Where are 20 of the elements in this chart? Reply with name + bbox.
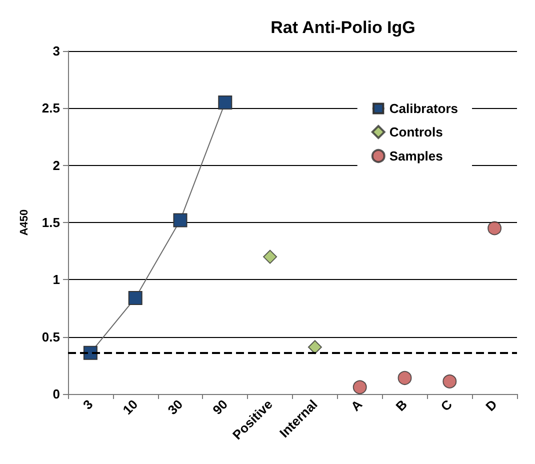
x-tick-label: 90 [210, 396, 230, 418]
chart-title: Rat Anti-Polio IgG [270, 18, 416, 37]
y-tick-label: 2.5 [42, 100, 60, 116]
x-tick-label: B [392, 396, 410, 414]
y-axis-title: A450 [18, 209, 30, 236]
y-tick-label: 0.5 [42, 329, 60, 344]
y-tick-label: 1 [52, 272, 60, 288]
x-tick-label: 30 [164, 396, 186, 418]
legend-label: Controls [389, 124, 443, 140]
x-tick-label: 10 [120, 396, 141, 418]
x-tick-label: D [482, 396, 500, 414]
y-tick-label: 1.5 [42, 215, 60, 230]
x-tick-label: 3 [80, 396, 96, 412]
legend-label: Samples [389, 148, 443, 164]
x-tick-label: A [348, 396, 366, 414]
legend-label: Calibrators [389, 101, 458, 116]
y-tick-label: 3 [52, 44, 60, 58]
y-tick-label: 2 [52, 158, 60, 173]
y-tick-label: 0 [52, 386, 60, 402]
x-tick-label: C [438, 396, 456, 414]
